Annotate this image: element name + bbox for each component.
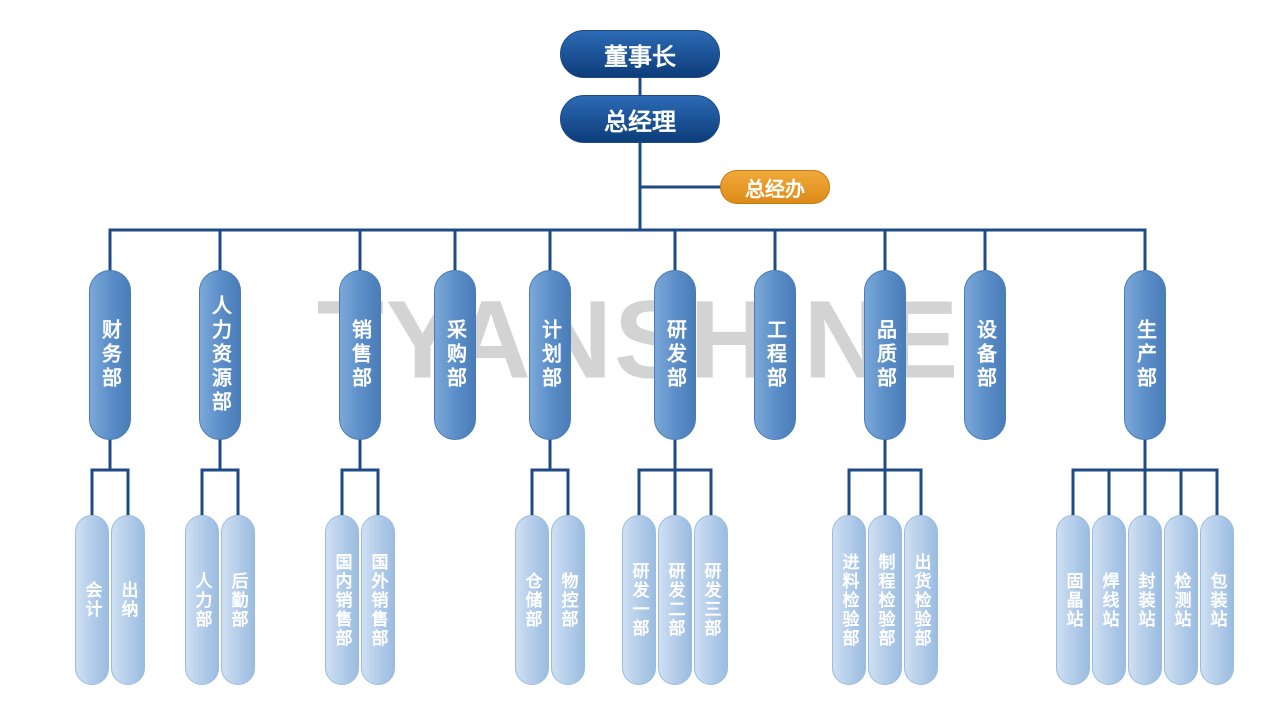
sub-hrsub-label: 人力部 [190,572,215,629]
node-gm-label: 总经理 [604,102,676,137]
sub-test: 检测站 [1164,515,1198,685]
sub-pack: 包装站 [1200,515,1234,685]
dept-equip: 设备部 [964,270,1006,440]
sub-ipqc-label: 制程检验部 [873,553,898,648]
sub-wb-label: 焊线站 [1097,572,1122,629]
sub-hrsub: 人力部 [185,515,219,685]
sub-db-label: 固晶站 [1061,572,1086,629]
dept-eng-label: 工程部 [761,319,790,391]
dept-equip-label: 设备部 [971,319,1000,391]
sub-wh: 仓储部 [515,515,549,685]
sub-enc: 封装站 [1128,515,1162,685]
sub-wh-label: 仓储部 [520,572,545,629]
sub-mc-label: 物控部 [556,572,581,629]
dept-planning: 计划部 [529,270,571,440]
dept-eng: 工程部 [754,270,796,440]
node-gm-office-label: 总经办 [745,173,805,202]
dept-rd: 研发部 [654,270,696,440]
sub-intl-label: 国外销售部 [366,553,391,648]
dept-sales: 销售部 [339,270,381,440]
sub-log: 后勤部 [221,515,255,685]
sub-rd1: 研发一部 [622,515,656,685]
sub-dom: 国内销售部 [325,515,359,685]
sub-iqc: 进料检验部 [832,515,866,685]
sub-mc: 物控部 [551,515,585,685]
sub-log-label: 后勤部 [226,572,251,629]
sub-cash: 出纳 [111,515,145,685]
node-gm: 总经理 [560,95,720,143]
dept-finance: 财务部 [89,270,131,440]
sub-ipqc: 制程检验部 [868,515,902,685]
sub-rd2: 研发二部 [658,515,692,685]
sub-oqc: 出货检验部 [904,515,938,685]
dept-purchase-label: 采购部 [441,319,470,391]
dept-hr: 人力资源部 [199,270,241,440]
sub-enc-label: 封装站 [1133,572,1158,629]
sub-oqc-label: 出货检验部 [909,553,934,648]
dept-hr-label: 人力资源部 [206,295,235,415]
sub-rd3-label: 研发三部 [699,562,724,638]
node-chairman: 董事长 [560,30,720,78]
dept-sales-label: 销售部 [346,319,375,391]
node-chairman-label: 董事长 [604,37,676,72]
sub-rd3: 研发三部 [694,515,728,685]
sub-rd1-label: 研发一部 [627,562,652,638]
sub-intl: 国外销售部 [361,515,395,685]
sub-test-label: 检测站 [1169,572,1194,629]
dept-prod-label: 生产部 [1131,319,1160,391]
sub-dom-label: 国内销售部 [330,553,355,648]
dept-quality-label: 品质部 [871,319,900,391]
dept-rd-label: 研发部 [661,319,690,391]
sub-iqc-label: 进料检验部 [837,553,862,648]
sub-wb: 焊线站 [1092,515,1126,685]
dept-finance-label: 财务部 [96,319,125,391]
dept-quality: 品质部 [864,270,906,440]
sub-acc: 会计 [75,515,109,685]
sub-rd2-label: 研发二部 [663,562,688,638]
sub-acc-label: 会计 [80,581,105,619]
sub-pack-label: 包装站 [1205,572,1230,629]
dept-purchase: 采购部 [434,270,476,440]
dept-planning-label: 计划部 [536,319,565,391]
sub-cash-label: 出纳 [116,581,141,619]
sub-db: 固晶站 [1056,515,1090,685]
dept-prod: 生产部 [1124,270,1166,440]
node-gm-office: 总经办 [720,170,830,204]
